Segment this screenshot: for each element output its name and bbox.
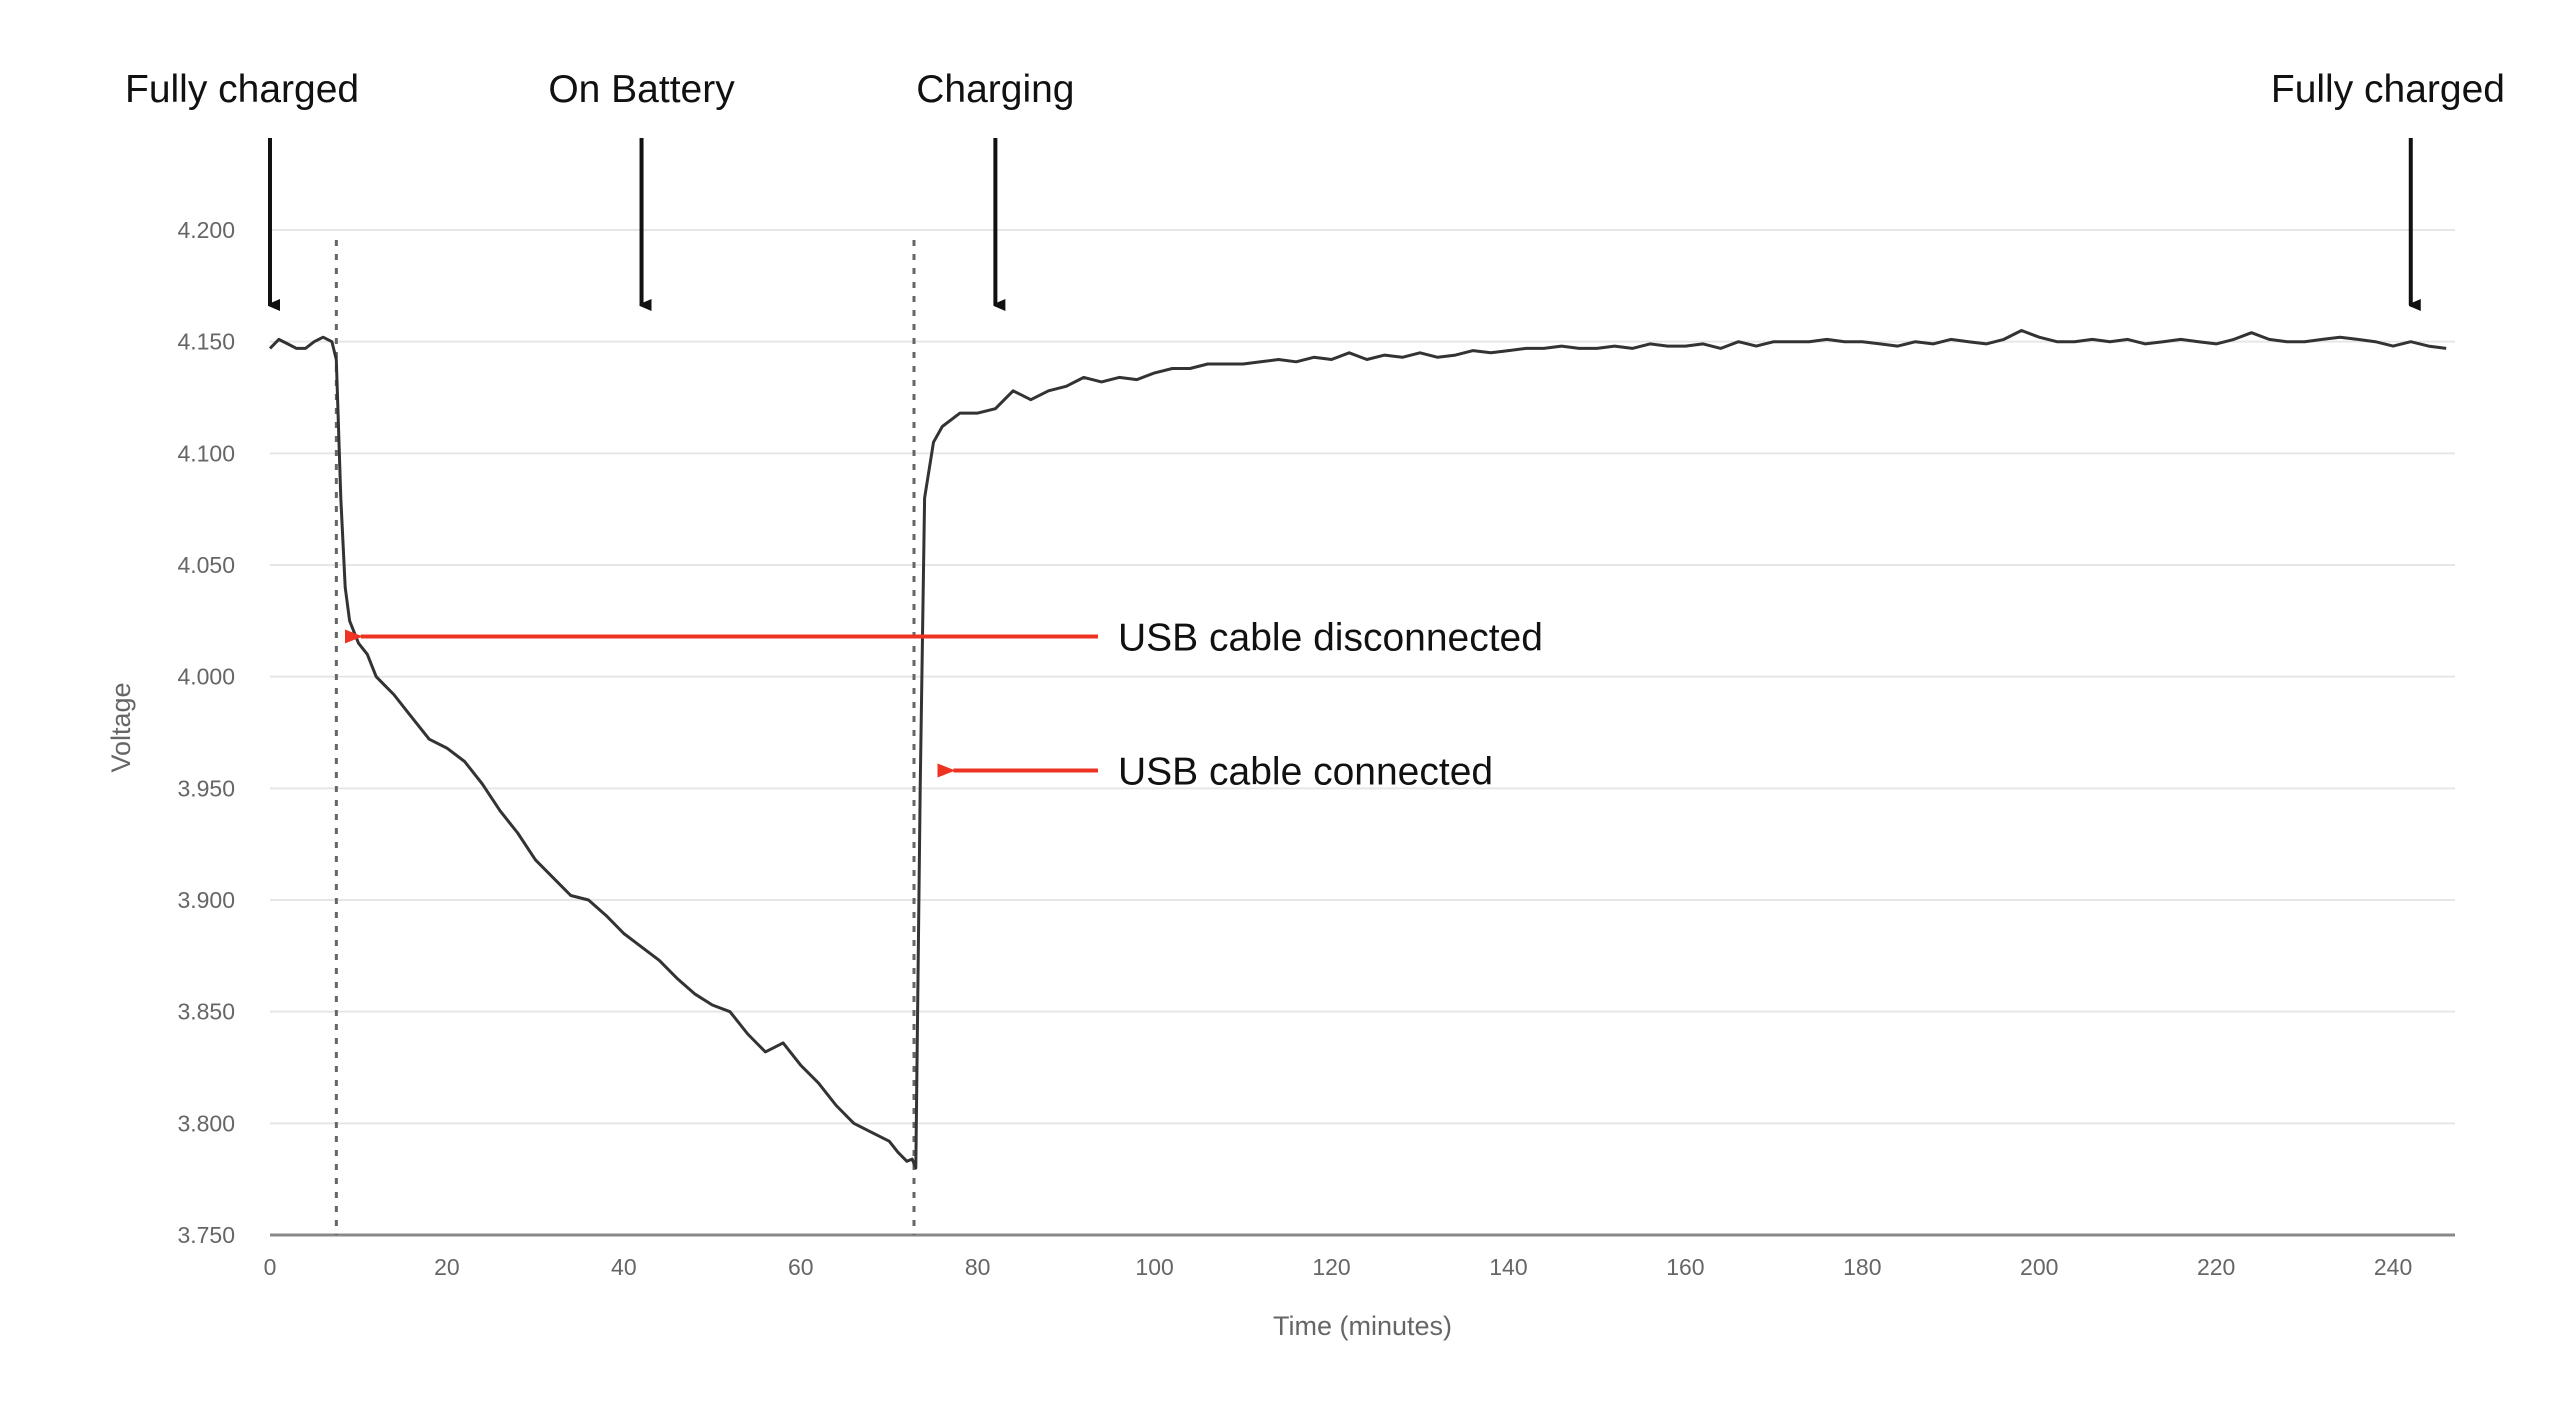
y-tick-label: 4.150 bbox=[177, 329, 235, 355]
y-tick-label: 3.850 bbox=[177, 999, 235, 1025]
x-tick-label: 100 bbox=[1135, 1254, 1173, 1280]
x-tick-labels: 0 20 40 60 80 100 120 140 160 180 200 220 240 bbox=[264, 1254, 2413, 1280]
y-tick-labels: 3.750 3.800 3.850 3.900 3.950 4.000 4.050 4.100… bbox=[177, 217, 235, 1248]
x-tick-label: 160 bbox=[1666, 1254, 1704, 1280]
y-tick-label: 3.950 bbox=[177, 775, 235, 801]
x-tick-label: 200 bbox=[2020, 1254, 2058, 1280]
y-tick-label: 3.900 bbox=[177, 887, 235, 913]
y-tick-label: 4.200 bbox=[177, 217, 235, 243]
phase-label: Fully charged bbox=[2271, 68, 2505, 111]
phase-label: Charging bbox=[916, 68, 1074, 111]
y-tick-label: 3.800 bbox=[177, 1110, 235, 1136]
gridlines bbox=[270, 229, 2455, 1125]
phase-label: On Battery bbox=[548, 68, 735, 111]
x-tick-label: 140 bbox=[1489, 1254, 1527, 1280]
x-tick-label: 20 bbox=[434, 1254, 460, 1280]
x-tick-label: 220 bbox=[2197, 1254, 2235, 1280]
x-tick-label: 80 bbox=[965, 1254, 991, 1280]
y-tick-label: 4.050 bbox=[177, 552, 235, 578]
phase-label: Fully charged bbox=[125, 68, 359, 111]
callout-label: USB cable connected bbox=[1118, 750, 1493, 793]
y-tick-label: 4.100 bbox=[177, 440, 235, 466]
phase-annotations: Fully charged On Battery Charging Fully cha… bbox=[125, 68, 2505, 305]
x-tick-label: 180 bbox=[1843, 1254, 1881, 1280]
x-tick-label: 0 bbox=[264, 1254, 277, 1280]
y-axis-title: Voltage bbox=[106, 682, 136, 772]
x-tick-label: 240 bbox=[2374, 1254, 2412, 1280]
series-line-0 bbox=[268, 329, 2447, 1170]
x-tick-label: 60 bbox=[788, 1254, 814, 1280]
y-tick-label: 3.750 bbox=[177, 1222, 235, 1248]
event-lines bbox=[334, 240, 916, 1235]
x-tick-label: 120 bbox=[1312, 1254, 1350, 1280]
x-tick-label: 40 bbox=[611, 1254, 637, 1280]
callouts: USB cable disconnected USB cable connecte… bbox=[344, 616, 1543, 793]
y-tick-label: 4.000 bbox=[177, 664, 235, 690]
series bbox=[268, 329, 2447, 1170]
x-axis-title: Time (minutes) bbox=[1273, 1311, 1452, 1341]
callout-label: USB cable disconnected bbox=[1118, 616, 1543, 659]
